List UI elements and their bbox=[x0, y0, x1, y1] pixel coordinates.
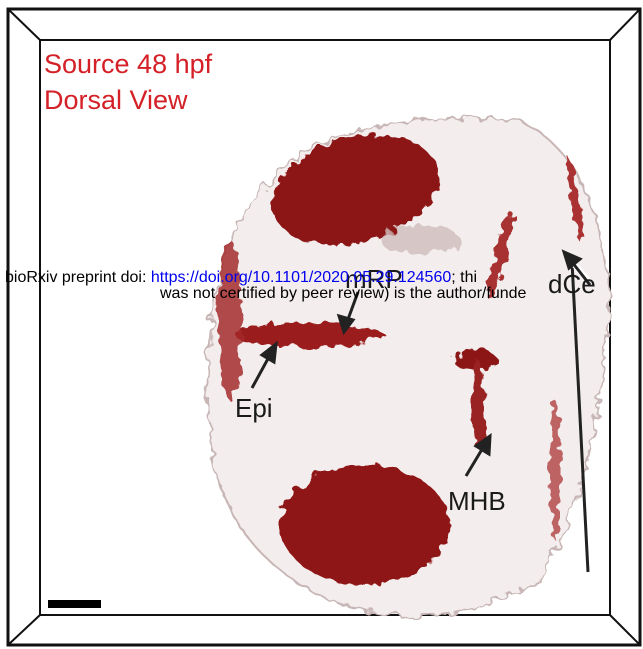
preprint-suffix: ; thi bbox=[451, 269, 477, 286]
scale-bar bbox=[48, 600, 101, 608]
region-label: MHB bbox=[448, 486, 506, 516]
preprint-notice: bioRxiv preprint doi: https://doi.org/10… bbox=[5, 269, 477, 286]
page: Source 48 hpf Dorsal View mRP Epi MHB dC… bbox=[0, 0, 643, 649]
preprint-notice-line2: was not certified by peer review) is the… bbox=[159, 285, 527, 302]
region-label: Epi bbox=[235, 393, 273, 423]
figure-panel: Source 48 hpf Dorsal View mRP Epi MHB dC… bbox=[0, 0, 643, 649]
preprint-prefix: bioRxiv preprint doi: bbox=[5, 269, 151, 286]
doi-link[interactable]: https://doi.org/10.1101/2020.05.29.12456… bbox=[151, 269, 452, 286]
brain-volume bbox=[208, 118, 610, 617]
region-label: dCe bbox=[548, 269, 596, 299]
title-line: Dorsal View bbox=[44, 85, 188, 115]
title-line: Source 48 hpf bbox=[44, 49, 213, 79]
